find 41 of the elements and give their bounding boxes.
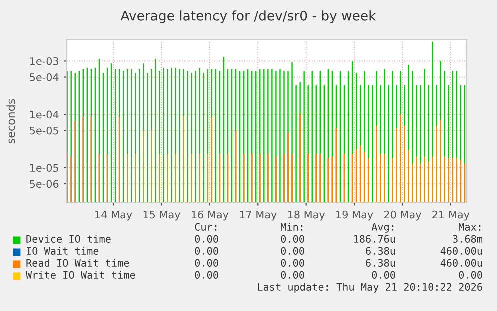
text: Min:	[281, 223, 303, 231]
y-tick-label: 5e-06	[30, 180, 59, 188]
text: 460.00u	[440, 259, 482, 267]
x-tick-label: 19 May	[336, 210, 374, 221]
text: Cur:	[195, 223, 217, 231]
y-tick-label: 5e-04	[30, 74, 59, 82]
x-tick-label: 15 May	[144, 210, 180, 221]
text: 460.00u	[440, 247, 482, 255]
text: Max:	[459, 223, 481, 231]
chart-title: Average latency for /dev/sr0 - by week	[120, 10, 376, 24]
text: 0.00	[372, 271, 396, 279]
text: 6.38u	[366, 259, 396, 267]
y-tick-label: 5e-05	[30, 126, 58, 135]
x-tick-label: 14 May	[96, 210, 132, 221]
y-tick-label: 1e-05	[30, 164, 58, 172]
text: 0.00	[281, 247, 304, 255]
text: 0.00	[459, 271, 482, 279]
text: 186.76u	[354, 235, 396, 243]
x-tick-label: 16 May	[192, 210, 229, 221]
y-tick-label: 1e-03	[30, 57, 59, 66]
text: 0.00	[195, 259, 218, 267]
x-tick-label: 21 May	[432, 210, 470, 221]
text: 0.00	[281, 259, 304, 267]
text: 3.68m	[453, 235, 483, 243]
text: 0.00	[281, 271, 304, 279]
x-tick-label: 17 May	[240, 210, 277, 221]
y-tick-label: 1e-04	[30, 110, 59, 119]
legend-label: Read IO Wait time	[26, 259, 130, 267]
x-tick-label: 18 May	[288, 210, 326, 221]
text: 0.00	[195, 235, 218, 243]
text: 6.38u	[366, 247, 396, 255]
y-axis-title: seconds	[6, 99, 16, 144]
legend-label: Write IO Wait time	[26, 271, 136, 279]
text: Last update: Thu May 21 20:10:22 2026	[258, 283, 482, 293]
text: 0.00	[195, 247, 218, 255]
text: 0.00	[281, 235, 304, 243]
legend-label: Device IO time	[26, 235, 111, 243]
legend-label: IO Wait time	[26, 247, 99, 255]
text: Avg:	[372, 223, 394, 233]
x-tick-label: 20 May	[384, 210, 422, 221]
text: 0.00	[195, 271, 218, 279]
